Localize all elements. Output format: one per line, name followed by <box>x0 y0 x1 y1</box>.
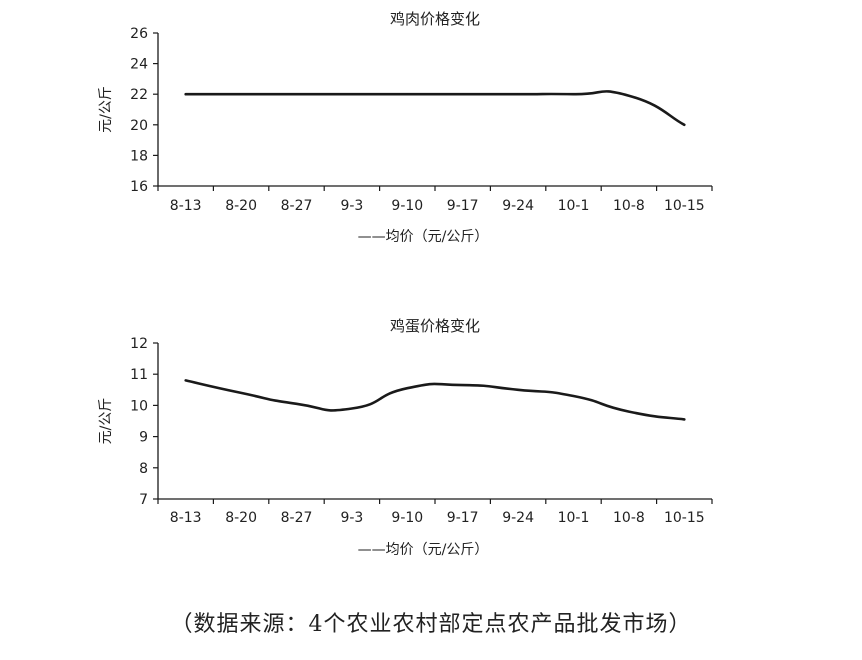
chart1-data-point <box>683 123 686 126</box>
chart1-x-tick-label: 10-8 <box>613 198 645 214</box>
chart2-data-point <box>628 410 630 413</box>
chart1-x-tick-label: 8-13 <box>170 198 202 214</box>
chart1-data-point <box>461 93 464 96</box>
chart2-legend-entry: ——均价（元/公斤） <box>358 542 489 558</box>
chart2-data-point <box>295 402 298 405</box>
chart2-x-tick-label: 8-27 <box>281 510 313 526</box>
chart1-y-tick-label: 26 <box>130 26 148 42</box>
chart1-data-point <box>572 93 575 96</box>
chart2-x-tick-label: 9-3 <box>340 510 363 526</box>
chart2-data-point <box>683 418 686 421</box>
chart1-y-axis-label: 元/公斤 <box>98 86 114 133</box>
chart2-y-tick-label: 8 <box>139 461 148 477</box>
chart1-y-tick-label: 20 <box>130 118 148 134</box>
chart1-y-tick-label: 16 <box>130 179 148 195</box>
chart2-data-point <box>406 387 409 390</box>
chart1-x-tick-label: 9-3 <box>340 198 363 214</box>
chart1-legend-entry: ——均价（元/公斤） <box>358 229 489 245</box>
chart2-x-tick-label: 10-8 <box>613 510 645 526</box>
chart2-y-tick-label: 9 <box>139 430 148 446</box>
chart1-data-point <box>406 93 409 96</box>
chart2-series-line <box>184 379 686 421</box>
chart2-data-point <box>351 407 353 410</box>
chart2-y-tick-label: 11 <box>130 367 148 383</box>
chart1-x-tick-label: 9-17 <box>447 198 479 214</box>
chart1-x-tick-label: 8-20 <box>225 198 257 214</box>
chart2-y-axis-label: 元/公斤 <box>98 398 114 445</box>
chart1-series-line <box>184 90 686 127</box>
chart2-x-tick-label: 8-20 <box>225 510 257 526</box>
chart1-y-tick-label: 24 <box>130 57 148 73</box>
chart1-x-tick-label: 10-15 <box>664 198 705 214</box>
chart2-y-tick-label: 7 <box>139 492 148 508</box>
chart2-y-tick-label: 12 <box>130 336 148 352</box>
chart2-data-point <box>572 395 575 397</box>
chart2-x-tick-label: 10-1 <box>558 510 590 526</box>
chart2-x-tick-label: 8-13 <box>170 510 202 526</box>
chart1-data-point <box>351 93 353 96</box>
chart1-data-point <box>184 93 187 96</box>
chart2-data-point <box>517 388 519 391</box>
chart1-title: 鸡肉价格变化 <box>390 10 480 28</box>
chart2-x-tick-label: 10-15 <box>664 510 705 526</box>
chart1-x-tick-label: 9-24 <box>502 198 534 214</box>
source-note: （数据来源：4个农业农村部定点农产品批发市场） <box>170 612 692 637</box>
chart2-x-tick-label: 9-17 <box>447 510 479 526</box>
chart1-data-point <box>517 93 519 96</box>
chart1-x-tick-label: 8-27 <box>281 198 313 214</box>
chart1-y-tick-label: 22 <box>130 87 148 103</box>
chart2-x-tick-label: 9-10 <box>391 510 423 526</box>
chart2-y-tick-label: 10 <box>130 398 148 414</box>
chart2-title: 鸡蛋价格变化 <box>390 317 480 335</box>
chart2-x-tick-label: 9-24 <box>502 510 534 526</box>
chart1-data-point <box>628 94 630 97</box>
chart1-y-tick-label: 18 <box>130 148 148 164</box>
chart2-data-point <box>184 379 187 382</box>
chart2-data-point <box>240 392 243 394</box>
chart1-x-tick-label: 9-10 <box>391 198 423 214</box>
chart1-data-point <box>240 93 243 96</box>
chart1-data-point <box>295 93 298 96</box>
chart2-data-point <box>461 384 464 387</box>
chart1-x-tick-label: 10-1 <box>558 198 590 214</box>
